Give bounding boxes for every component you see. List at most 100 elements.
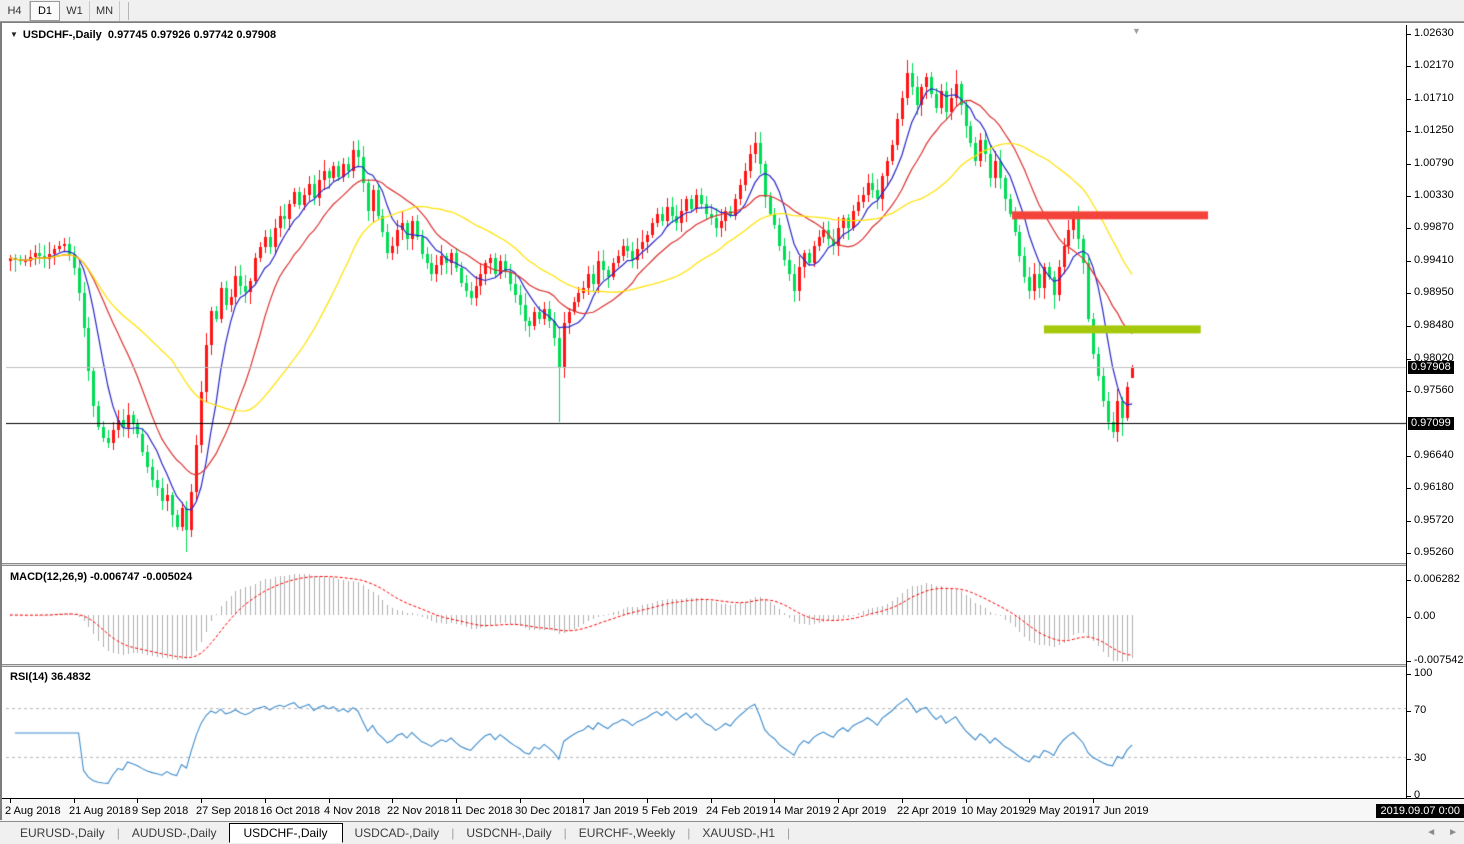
ohlc-values: 0.97745 0.97926 0.97742 0.97908 [107, 29, 277, 41]
axis-tick [1407, 131, 1411, 132]
date-axis-label: 2 Aug 2018 [5, 805, 61, 817]
price-axis-label: 0.99870 [1414, 221, 1454, 233]
tab-usdchf-daily[interactable]: USDCHF-,Daily [228, 822, 343, 843]
axis-tick [1407, 674, 1411, 675]
price-axis-label: 1.01710 [1414, 92, 1454, 104]
date-axis-tick [520, 799, 521, 803]
tab-separator: | [451, 826, 455, 840]
tab-usdcad-daily[interactable]: USDCAD-,Daily [354, 826, 440, 840]
date-axis-tick [966, 799, 967, 803]
date-axis-tick [1029, 799, 1030, 803]
price-axis-label: 0.96640 [1414, 449, 1454, 461]
axis-tick [1407, 99, 1411, 100]
tab-separator: | [116, 826, 120, 840]
axis-tick [1407, 66, 1411, 67]
tab-separator: | [787, 826, 791, 840]
tab-scroll-right-icon[interactable]: ► [1448, 827, 1458, 838]
tab-audusd-daily[interactable]: AUDUSD-,Daily [131, 826, 217, 840]
axis-tick [1407, 617, 1411, 618]
axis-tick [1407, 293, 1411, 294]
date-axis-label: 22 Apr 2019 [897, 805, 957, 817]
price-axis-label: 0.98480 [1414, 319, 1454, 331]
date-axis-tick [1093, 799, 1094, 803]
tab-scroll-controls: ◄ ► [1426, 827, 1458, 838]
date-axis-label: 22 Nov 2018 [387, 805, 450, 817]
rsi-axis-label: 0 [1414, 789, 1421, 801]
price-axis-label: 0.96180 [1414, 481, 1454, 493]
date-axis-tick [137, 799, 138, 803]
axis-tick [1407, 759, 1411, 760]
tab-eurusd-daily[interactable]: EURUSD-,Daily [20, 826, 105, 840]
axis-tick [1407, 391, 1411, 392]
date-axis-label: 21 Aug 2018 [69, 805, 131, 817]
chart-tab-bar: EURUSD-,Daily | AUDUSD-,Daily USDCHF-,Da… [0, 821, 1464, 844]
axis-tick [1407, 359, 1411, 360]
timeframe-toolbar: H4 D1 W1 MN [0, 0, 1464, 22]
date-axis-label: 11 Dec 2018 [451, 805, 513, 817]
axis-tick [1407, 326, 1411, 327]
date-axis-tick [838, 799, 839, 803]
pane-splitter-rsi[interactable] [2, 664, 1464, 667]
date-axis-label: 14 Mar 2019 [769, 805, 831, 817]
macd-axis-label: -0.007542 [1414, 654, 1464, 666]
date-axis-label: 9 Sep 2018 [132, 805, 189, 817]
axis-tick [1407, 553, 1411, 554]
price-axis-label: 1.02630 [1414, 27, 1454, 39]
timeframe-button-d1[interactable]: D1 [30, 0, 60, 21]
date-axis-tick [329, 799, 330, 803]
date-axis-tick [74, 799, 75, 803]
axis-tick [1407, 456, 1411, 457]
rsi-panel-title: RSI(14) 36.4832 [10, 671, 91, 683]
symbol-dropdown-icon[interactable]: ▼ [10, 30, 18, 39]
price-axis-label: 1.01250 [1414, 124, 1454, 136]
price-axis-label: 0.99410 [1414, 254, 1454, 266]
axis-tick [1407, 661, 1411, 662]
price-axis-label: 1.02170 [1414, 59, 1454, 71]
date-axis-tick [774, 799, 775, 803]
tab-xauusd-h1[interactable]: XAUUSD-,H1 [702, 826, 776, 840]
price-chart-canvas[interactable] [6, 25, 1406, 565]
symbol-title: USDCHF-,Daily [22, 29, 102, 41]
macd-panel-title: MACD(12,26,9) -0.006747 -0.005024 [10, 571, 193, 583]
axis-tick [1407, 34, 1411, 35]
date-axis-tick [10, 799, 11, 803]
tab-usdcnh-daily[interactable]: USDCNH-,Daily [466, 826, 552, 840]
date-axis-tick [647, 799, 648, 803]
price-axis[interactable]: 1.02630 1.02170 1.01710 1.01250 1.00790 1.003… [1406, 25, 1464, 801]
rsi-axis-label: 30 [1414, 752, 1427, 764]
date-axis-label: 10 May 2019 [961, 805, 1025, 817]
date-axis-label: 27 Sep 2018 [196, 805, 259, 817]
date-axis-tick [201, 799, 202, 803]
price-axis-label: 0.95260 [1414, 546, 1454, 558]
price-axis-label: 0.98950 [1414, 286, 1454, 298]
rsi-indicator-canvas[interactable] [6, 667, 1406, 794]
timeframe-button-w1[interactable]: W1 [60, 0, 90, 21]
macd-axis-label: 0.006282 [1414, 573, 1460, 585]
pane-splitter-macd[interactable] [2, 563, 1464, 566]
axis-tick [1407, 164, 1411, 165]
macd-indicator-canvas[interactable] [6, 567, 1406, 663]
date-axis-tick [583, 799, 584, 803]
timeframe-button-mn[interactable]: MN [90, 0, 120, 21]
date-axis-label: 17 Jun 2019 [1088, 805, 1149, 817]
timeframe-button-h4[interactable]: H4 [0, 0, 30, 21]
date-axis-label: 30 Dec 2018 [515, 805, 578, 817]
axis-tick [1407, 796, 1411, 797]
tab-scroll-left-icon[interactable]: ◄ [1426, 827, 1437, 838]
date-axis-tick [711, 799, 712, 803]
last-bar-datetime-box: 2019.09.07 0:00 [1376, 804, 1464, 818]
price-axis-label: 1.00330 [1414, 189, 1454, 201]
rsi-axis-label: 100 [1414, 667, 1433, 679]
tab-eurchf-weekly[interactable]: EURCHF-,Weekly [578, 826, 676, 840]
axis-tick [1407, 228, 1411, 229]
date-axis-tick [392, 799, 393, 803]
macd-axis-label: 0.00 [1414, 610, 1436, 622]
date-axis-label: 17 Jan 2019 [578, 805, 639, 817]
date-axis-label: 24 Feb 2019 [706, 805, 768, 817]
chart-shift-marker-icon[interactable]: ▼ [1132, 26, 1141, 36]
date-axis-label: 2 Apr 2019 [833, 805, 887, 817]
date-axis-label: 4 Nov 2018 [324, 805, 381, 817]
axis-tick [1407, 261, 1411, 262]
date-axis[interactable]: 2019.09.07 0:00 2 Aug 2018 21 Aug 2018 9 S… [2, 798, 1464, 821]
